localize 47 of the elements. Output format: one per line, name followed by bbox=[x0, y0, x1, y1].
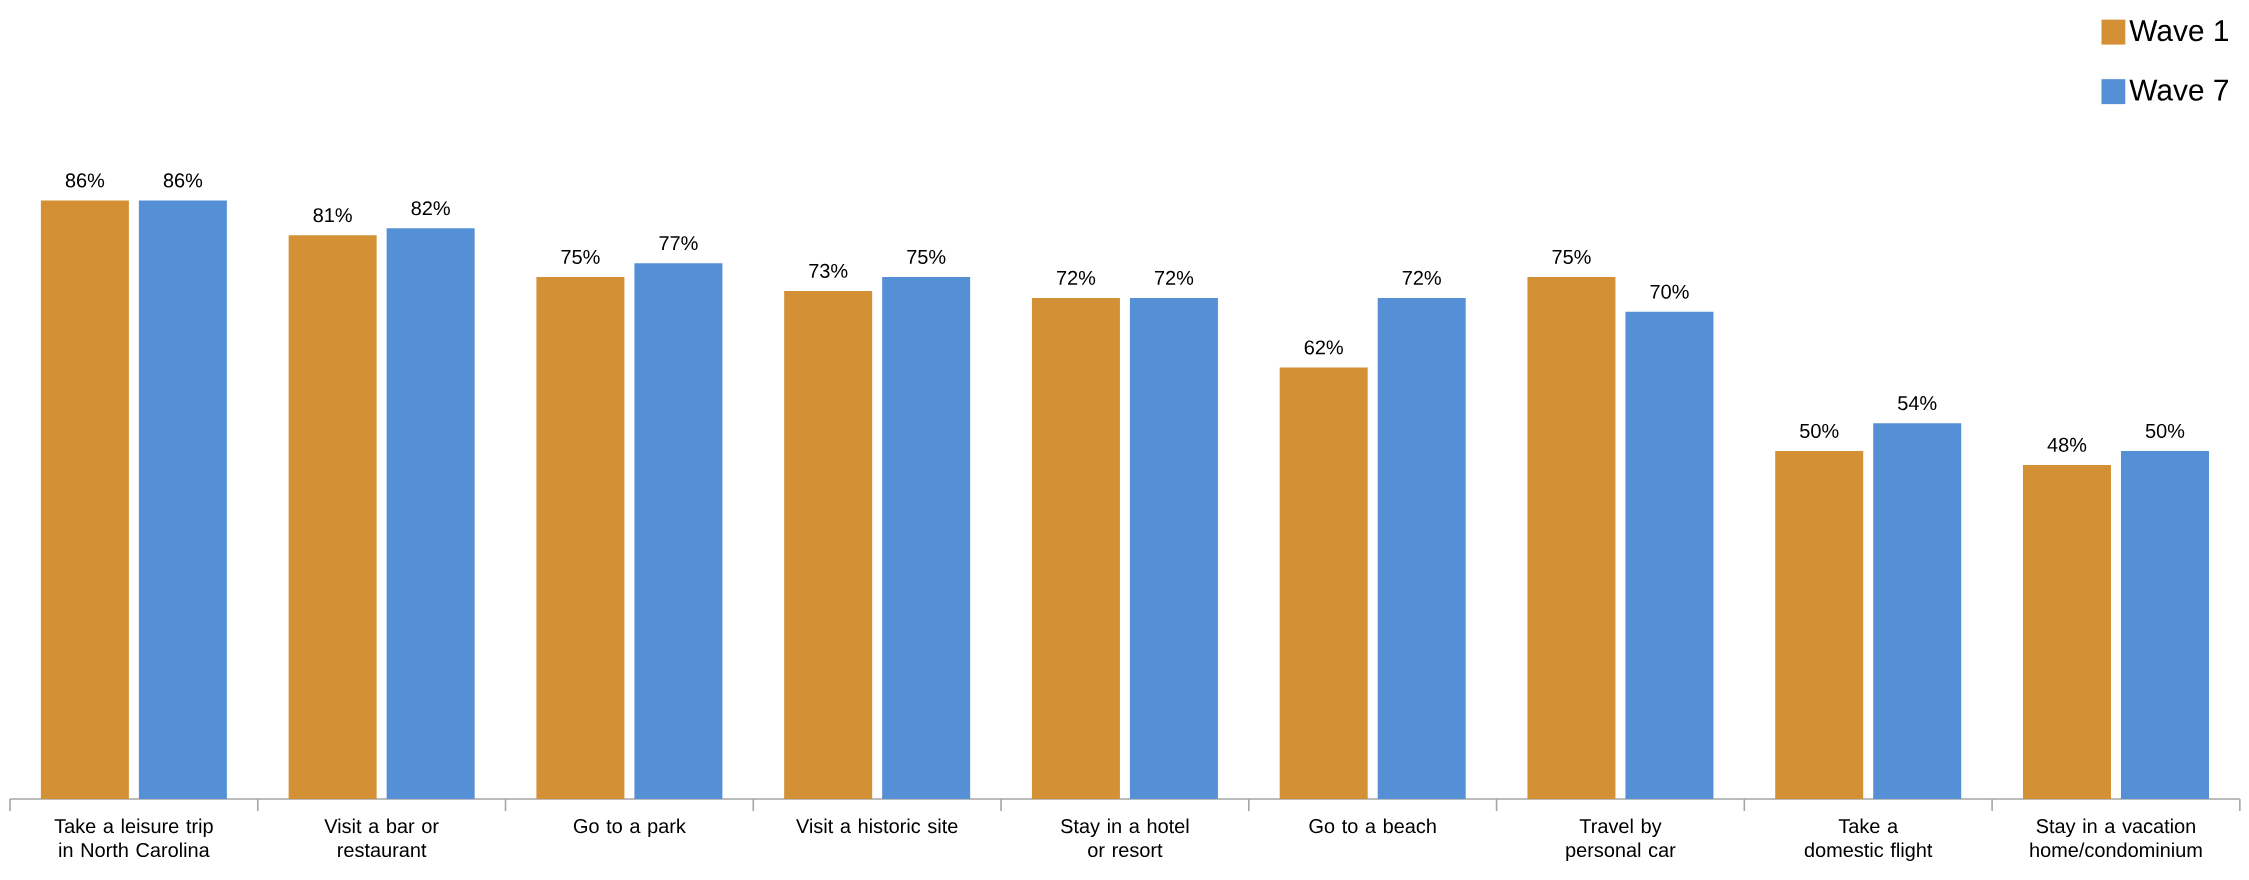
bar bbox=[1377, 297, 1466, 799]
data-label: 62% bbox=[1304, 340, 1343, 355]
bar bbox=[1031, 297, 1120, 799]
bar bbox=[138, 200, 227, 799]
bar bbox=[2022, 464, 2111, 799]
data-label: 73% bbox=[809, 263, 848, 278]
data-label: 50% bbox=[2145, 423, 2185, 438]
x-tick-label: Go to a park bbox=[573, 818, 686, 838]
bar bbox=[1625, 311, 1714, 799]
data-label: 50% bbox=[1800, 423, 1839, 438]
bar bbox=[1775, 451, 1864, 799]
data-label: 48% bbox=[2047, 437, 2087, 452]
data-label: 81% bbox=[313, 208, 352, 223]
bar bbox=[634, 263, 723, 799]
data-label: 75% bbox=[561, 249, 600, 264]
x-tick-label: Stay in a hotel or resort bbox=[1061, 818, 1189, 858]
bar bbox=[784, 290, 873, 799]
data-label: 72% bbox=[1402, 270, 1441, 285]
bar bbox=[288, 235, 377, 799]
data-label: 75% bbox=[1552, 249, 1591, 264]
data-label: 72% bbox=[1155, 270, 1194, 285]
data-label: 75% bbox=[907, 249, 946, 264]
x-tick-label: Travel by personal car bbox=[1566, 818, 1676, 862]
bar bbox=[1527, 277, 1616, 799]
bar bbox=[386, 228, 475, 799]
x-tick-label: Visit a historic site bbox=[796, 818, 958, 834]
data-label: 86% bbox=[65, 173, 105, 188]
data-label: 54% bbox=[1898, 396, 1937, 411]
bar bbox=[1279, 367, 1368, 799]
bar bbox=[1129, 297, 1218, 799]
x-tick-label: Stay in a vacation home/condominium bbox=[2030, 818, 2202, 858]
data-label: 86% bbox=[163, 173, 203, 188]
x-tick-label: Take a leisure trip in North Carolina bbox=[54, 818, 213, 858]
data-label: 70% bbox=[1650, 284, 1689, 299]
legend-label: Wave 1 bbox=[2129, 20, 2228, 42]
bar bbox=[536, 277, 625, 799]
x-tick-label: Go to a beach bbox=[1309, 818, 1436, 834]
x-tick-label: Take a domestic flight bbox=[1804, 818, 1933, 862]
bar bbox=[1873, 423, 1962, 799]
data-label: 72% bbox=[1057, 270, 1096, 285]
data-label: 82% bbox=[411, 201, 450, 216]
x-tick-label: Visit a bar or restaurant bbox=[324, 818, 439, 858]
bar bbox=[40, 200, 129, 799]
bar bbox=[882, 277, 971, 799]
legend-label: Wave 7 bbox=[2129, 79, 2228, 101]
bar bbox=[2120, 451, 2209, 799]
data-label: 77% bbox=[659, 236, 698, 251]
